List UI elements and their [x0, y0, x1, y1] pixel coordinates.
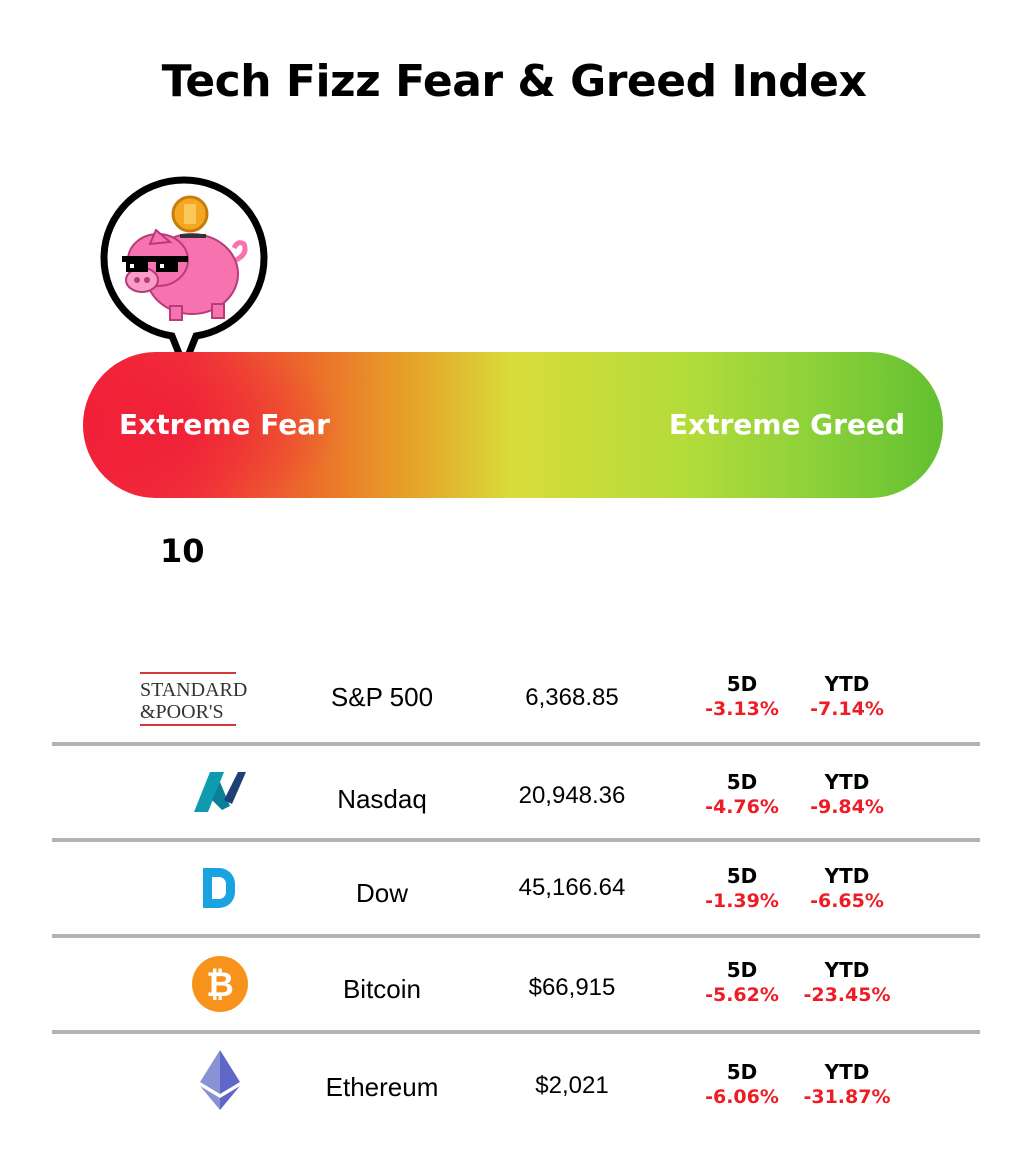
svg-text:₿: ₿ — [206, 965, 234, 1005]
bitcoin-logo-icon: ₿ — [172, 952, 268, 1016]
ethereum-logo-icon — [200, 1050, 240, 1110]
ytd-label: YTD — [824, 672, 870, 696]
market-name: Dow — [355, 878, 408, 908]
ytd-label: YTD — [824, 1060, 870, 1084]
five-day-value: -4.76% — [705, 796, 779, 818]
extreme-greed-label: Extreme Greed — [668, 408, 905, 441]
market-price: 6,368.85 — [525, 684, 619, 711]
ytd-value: -31.87% — [803, 1086, 891, 1108]
market-table: STANDARD &POOR'S S&P 500 6,368.85 5D -3.… — [52, 650, 980, 1126]
ytd-label: YTD — [824, 958, 870, 982]
five-day-change: 5D -5.62% — [692, 958, 792, 1006]
market-name: S&P 500 — [330, 682, 434, 712]
five-day-value: -6.06% — [705, 1086, 779, 1108]
five-day-change: 5D -1.39% — [692, 864, 792, 912]
ytd-value: -7.14% — [810, 698, 884, 720]
ytd-label: YTD — [824, 770, 870, 794]
fear-greed-gauge: Extreme Fear Extreme Greed — [83, 352, 943, 498]
ytd-change: YTD -7.14% — [797, 672, 897, 720]
table-row: Dow 45,166.64 5D -1.39% YTD -6.65% — [52, 842, 980, 938]
sp-logo-text-2: &POOR'S — [140, 701, 224, 723]
dow-logo-icon — [203, 868, 235, 908]
five-day-label: 5D — [726, 864, 758, 888]
five-day-label: 5D — [726, 1060, 758, 1084]
market-name: Bitcoin — [342, 974, 422, 1004]
nasdaq-logo-icon — [172, 760, 268, 824]
sp-logo-text-1: STANDARD — [140, 679, 247, 701]
five-day-value: -3.13% — [705, 698, 779, 720]
bitcoin-logo-icon: ₿ — [192, 956, 248, 1012]
market-price: $66,915 — [528, 974, 616, 1001]
market-price: $2,021 — [535, 1072, 609, 1099]
market-name: Ethereum — [325, 1072, 439, 1102]
market-name: Nasdaq — [337, 784, 427, 814]
five-day-change: 5D -3.13% — [692, 672, 792, 720]
ytd-change: YTD -9.84% — [797, 770, 897, 818]
ytd-value: -6.65% — [810, 890, 884, 912]
five-day-label: 5D — [726, 770, 758, 794]
five-day-change: 5D -4.76% — [692, 770, 792, 818]
ytd-change: YTD -23.45% — [797, 958, 897, 1006]
dow-logo-icon — [172, 856, 268, 920]
standard-poors-logo-icon: STANDARD &POOR'S — [140, 672, 247, 726]
index-score: 10 — [160, 532, 205, 570]
nasdaq-logo-icon — [194, 772, 246, 812]
table-row: Ethereum $2,021 5D -6.06% YTD -31.87% — [52, 1034, 980, 1126]
market-price: 45,166.64 — [518, 874, 626, 901]
extreme-fear-label: Extreme Fear — [119, 408, 330, 441]
standard-poors-logo-icon: STANDARD &POOR'S — [140, 664, 268, 728]
ytd-label: YTD — [824, 864, 870, 888]
ytd-value: -9.84% — [810, 796, 884, 818]
table-row: Nasdaq 20,948.36 5D -4.76% YTD -9.84% — [52, 746, 980, 842]
ytd-value: -23.45% — [803, 984, 891, 1006]
piggy-bank-mascot-icon — [100, 176, 268, 372]
five-day-value: -1.39% — [705, 890, 779, 912]
five-day-label: 5D — [726, 672, 758, 696]
five-day-change: 5D -6.06% — [692, 1060, 792, 1108]
five-day-value: -5.62% — [705, 984, 779, 1006]
five-day-label: 5D — [726, 958, 758, 982]
ytd-change: YTD -31.87% — [797, 1060, 897, 1108]
table-row: ₿ Bitcoin $66,915 5D -5.62% YTD -23.45% — [52, 938, 980, 1034]
market-price: 20,948.36 — [518, 782, 626, 809]
gauge-indicator-glow — [83, 352, 343, 498]
table-row: STANDARD &POOR'S S&P 500 6,368.85 5D -3.… — [52, 650, 980, 746]
ethereum-logo-icon — [172, 1048, 268, 1112]
page-title: Tech Fizz Fear & Greed Index — [161, 56, 867, 107]
ytd-change: YTD -6.65% — [797, 864, 897, 912]
